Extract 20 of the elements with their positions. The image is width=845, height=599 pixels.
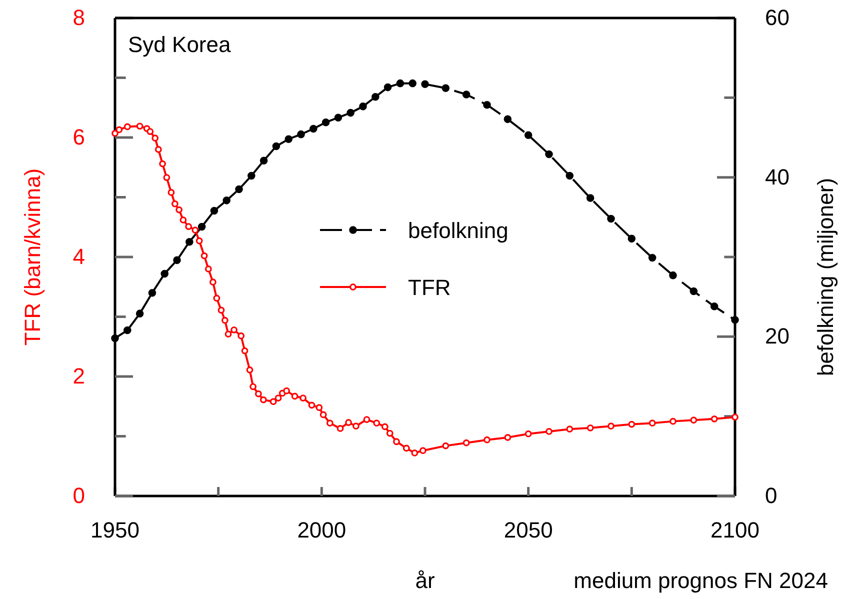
y-tick-label: 6 <box>72 124 85 150</box>
y2-axis-title: befolkning (miljoner) <box>813 178 838 376</box>
x-tick-label: 2050 <box>504 518 553 543</box>
y2-tick-label: 40 <box>765 164 790 190</box>
x-tick-label: 1950 <box>90 518 140 543</box>
text: medium prognos FN 2024 <box>574 568 828 593</box>
y-tick-label: 8 <box>72 5 85 30</box>
x-axis-title: år <box>415 568 435 593</box>
y2-tick-label: 60 <box>765 5 790 30</box>
y2-tick-label: 20 <box>765 324 790 349</box>
legend-label: befolkning <box>408 218 508 243</box>
y2-tick-label: 0 <box>765 483 778 508</box>
y-tick-label: 2 <box>72 364 85 389</box>
y-tick-label: 4 <box>72 244 85 270</box>
legend-label: TFR <box>408 275 451 300</box>
x-tick-label: 2000 <box>297 518 346 543</box>
x-tick-label: 2100 <box>710 518 760 543</box>
y-axis-title: TFR (barn/kvinna) <box>20 168 45 346</box>
text: Syd Korea <box>128 32 232 57</box>
y-tick-label: 0 <box>72 483 85 508</box>
